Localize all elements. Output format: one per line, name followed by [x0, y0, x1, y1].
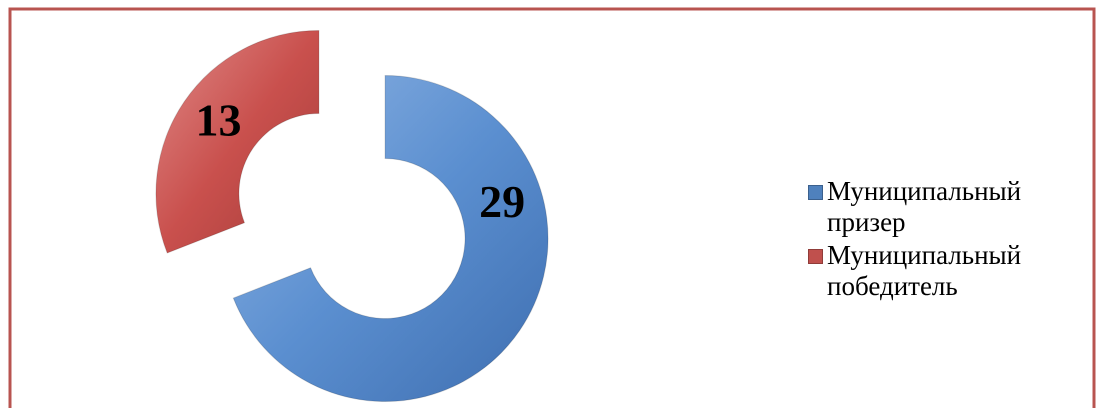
data-label: 13	[196, 95, 242, 146]
donut-segment	[232, 75, 549, 402]
legend-swatch	[808, 249, 823, 264]
frame	[8, 7, 1096, 408]
legend-label: Муниципальный призер	[827, 176, 1022, 237]
data-label: 29	[479, 176, 525, 227]
legend-item: Муниципальный победитель	[808, 240, 1068, 302]
legend-swatch	[808, 185, 823, 200]
donut-segment	[155, 29, 320, 254]
legend-label: Муниципальный победитель	[827, 240, 1022, 301]
legend-item: Муниципальный призер	[808, 176, 1068, 238]
legend: Муниципальный призер Муниципальный победи…	[808, 176, 1068, 304]
